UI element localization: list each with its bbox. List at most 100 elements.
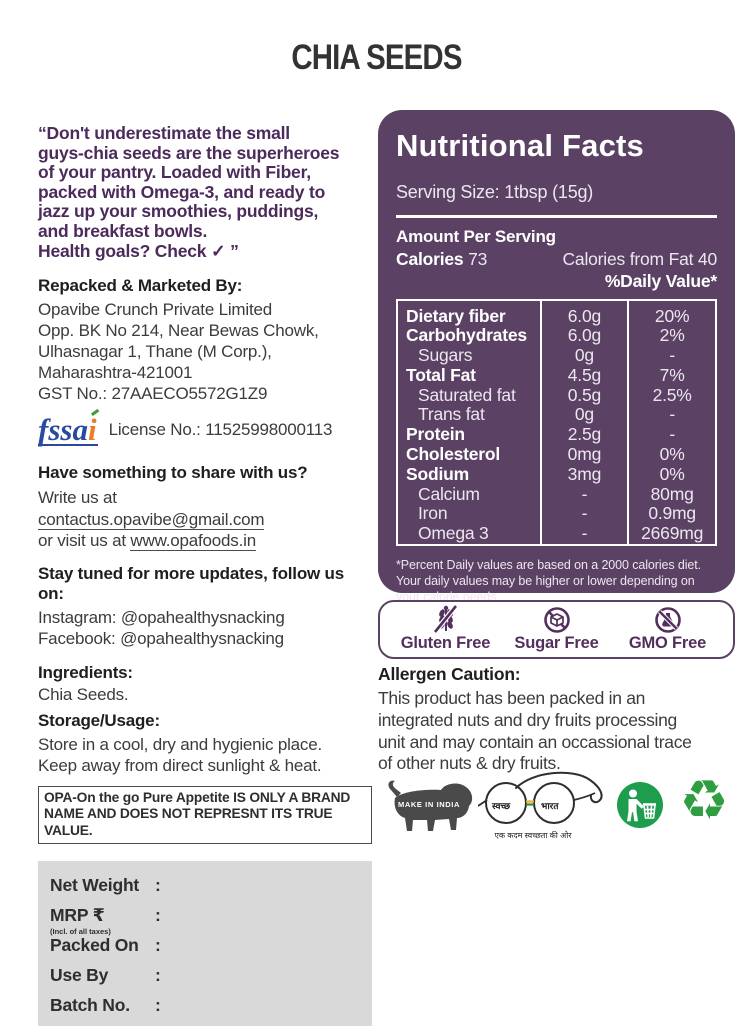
nutrition-row: Omega 3 - 2669mg (397, 523, 716, 546)
tidyman-icon (617, 782, 663, 828)
nutrient-daily-value: 80mg (627, 484, 716, 505)
nutrient-amount: 3mg (539, 464, 629, 485)
website-link: www.opafoods.in (130, 531, 256, 552)
left-column: “Don't underestimate the small guys-chia… (38, 123, 372, 1026)
nutrition-row: Carbohydrates 6.0g 2% (397, 325, 716, 347)
fssai-logo-text-blue: fssa (38, 412, 88, 448)
nutrient-daily-value: - (627, 424, 716, 446)
pack-detail-row: Net Weight : (50, 875, 372, 905)
allergen-section: Allergen Caution: This product has been … (378, 664, 740, 775)
ingredients-heading: Ingredients: (38, 662, 133, 682)
calories-row: Calories 73 Calories from Fat 40 (396, 249, 717, 270)
ingredients-value: Chia Seeds. (38, 684, 129, 704)
nutrient-daily-value: 7% (627, 365, 716, 386)
panel-divider (396, 215, 717, 218)
nutrition-row: Iron - 0.9mg (397, 503, 716, 525)
email-link: contactus.opavibe@gmail.com (38, 509, 265, 530)
sugar-free-label: Sugar Free (514, 634, 599, 652)
tidyman-logo (617, 782, 663, 828)
page-title: CHIA SEEDS (291, 38, 462, 77)
nutrient-daily-value: 0% (627, 444, 716, 465)
nutrient-name: Saturated fat (418, 384, 516, 405)
pack-detail-sublabel: (Incl. of all taxes) (50, 927, 111, 937)
nutrient-name: Carbohydrates (406, 325, 527, 346)
pack-detail-row: Use By : (50, 965, 372, 995)
pack-detail-row: MRP ₹ (Incl. of all taxes) : (50, 905, 372, 936)
pack-detail-label: Packed On (50, 935, 139, 956)
nutrient-amount: 4.5g (539, 365, 629, 386)
nutrient-name: Omega 3 (418, 523, 489, 544)
bharat-text: भारत (541, 801, 559, 811)
product-quote: “Don't underestimate the small guys-chia… (38, 123, 340, 261)
badge-sugar-free: Sugar Free (501, 606, 612, 653)
pack-detail-colon: : (155, 995, 161, 1016)
nutrient-daily-value: 2% (627, 325, 716, 347)
nutrition-row: Total Fat 4.5g 7% (397, 364, 716, 386)
gmo-free-icon (654, 606, 682, 634)
storage-text: Store in a cool, dry and hygienic place.… (38, 734, 323, 775)
daily-value-footnote: *Percent Daily values are based on a 200… (396, 558, 702, 604)
nutrient-daily-value: 2.5% (627, 385, 716, 406)
fssai-logo: fssai (38, 409, 101, 448)
nutrient-daily-value: 0% (627, 464, 716, 485)
pack-detail-row: Packed On : (50, 935, 372, 965)
nutrition-title: Nutritional Facts (396, 128, 644, 163)
sugar-free-icon (543, 606, 571, 634)
nutrition-row: Sodium 3mg 0% (397, 464, 716, 485)
make-in-india-text: MAKE IN INDIA (398, 800, 460, 809)
nutrient-daily-value: 0.9mg (627, 504, 716, 525)
recycle-icon: ♻ (679, 768, 729, 832)
pack-detail-colon: : (155, 905, 161, 926)
nutrient-name: Total Fat (406, 364, 476, 385)
fssai-row: fssai License No.: 11525998000113 (38, 409, 372, 448)
calories-from-fat: Calories from Fat 40 (562, 248, 717, 269)
fssai-logo-text-i: i (87, 412, 97, 448)
nutrient-amount: 0g (539, 345, 629, 366)
nutrient-name: Trans fat (418, 404, 485, 425)
pack-detail-label: Batch No. (50, 995, 130, 1016)
nutrient-amount: 2.5g (539, 424, 629, 446)
pack-detail-colon: : (155, 965, 161, 986)
swachh-text: स्वच्छ (492, 801, 511, 811)
nutrition-row: Saturated fat 0.5g 2.5% (397, 384, 716, 406)
swachh-tagline: एक कदम स्वच्छता की ओर (494, 831, 572, 840)
nutrient-name: Sugars (418, 345, 473, 366)
nutrition-table: Dietary fiber 6.0g 20% Carbohydrates 6.0… (396, 298, 717, 547)
nutrient-name: Iron (418, 503, 448, 524)
nutrient-amount: 6.0g (539, 299, 629, 327)
instagram-handle: Instagram: @opahealthysnacking (38, 607, 285, 627)
nutrient-amount: - (539, 504, 629, 525)
storage-heading: Storage/Usage: (38, 710, 160, 730)
brand-disclaimer: OPA-On the go Pure Appetite IS ONLY A BR… (38, 785, 372, 845)
nutrient-amount: - (539, 523, 629, 546)
repacked-heading: Repacked & Marketed By: (38, 276, 243, 296)
pack-detail-label: Use By (50, 965, 109, 986)
free-from-badges: Gluten Free Sugar Free (378, 600, 735, 659)
nutrient-name: Protein (406, 424, 465, 445)
nutrition-row: Calcium - 80mg (397, 484, 716, 505)
make-in-india-logo: MAKE IN INDIA (381, 776, 475, 840)
nutrient-amount: 6.0g (539, 325, 629, 347)
nutrition-row: Dietary fiber 6.0g 20% (397, 299, 716, 327)
nutrient-amount: 0mg (539, 444, 629, 465)
write-us-label: Write us at (38, 488, 117, 508)
follow-heading: Stay tuned for more updates, follow us o… (38, 563, 344, 603)
lion-icon (388, 780, 473, 831)
pack-detail-label: Net Weight (50, 875, 140, 896)
badge-gmo-free: GMO Free (612, 606, 723, 653)
facebook-handle: Facebook: @opahealthysnacking (38, 629, 284, 649)
allergen-heading: Allergen Caution: (378, 664, 521, 684)
nutrient-amount: 0g (539, 405, 629, 426)
nutrient-amount: - (539, 484, 629, 505)
badge-gluten-free: Gluten Free (390, 604, 501, 653)
nutrient-name: Cholesterol (406, 444, 501, 465)
swachh-bharat-glasses-icon (477, 771, 603, 824)
nutrient-name: Dietary fiber (406, 305, 506, 326)
fssai-license-number: License No.: 11525998000113 (108, 420, 333, 440)
pack-detail-label: MRP ₹ (50, 905, 105, 926)
pack-details-box: Net Weight : MRP ₹ (Incl. of all taxes) :… (38, 861, 372, 1026)
nutrient-amount: 0.5g (539, 385, 629, 406)
nutrition-row: Protein 2.5g - (397, 424, 716, 446)
nutrition-row: Cholesterol 0mg 0% (397, 444, 716, 465)
allergen-text: This product has been packed in an integ… (378, 688, 692, 774)
